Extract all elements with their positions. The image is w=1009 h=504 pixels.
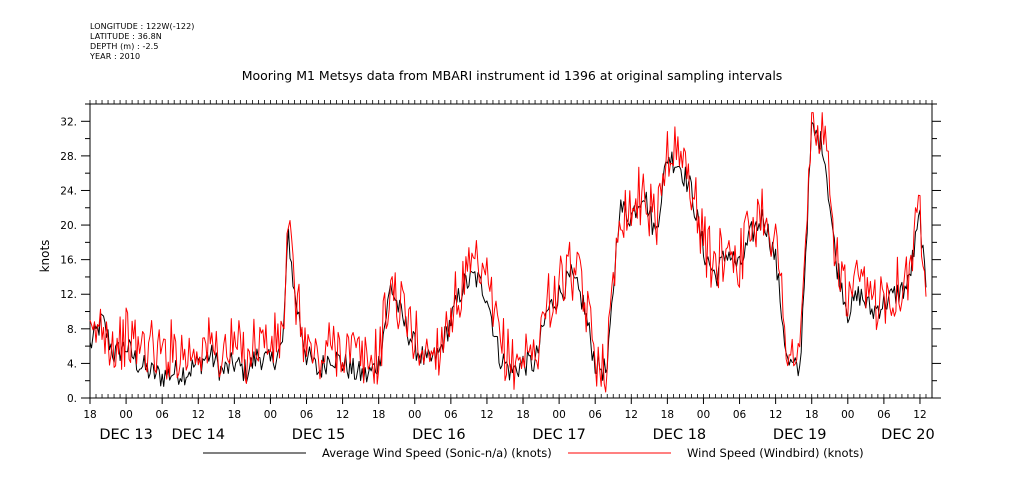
x-hour-tick-label: 12 [192, 409, 205, 421]
longitude-label: LONGITUDE : 122W(-122) [90, 22, 195, 31]
x-hour-tick-label: 18 [516, 409, 529, 421]
x-hour-tick-label: 06 [877, 409, 891, 421]
y-tick-label: 28. [60, 151, 77, 163]
latitude-label: LATITUDE : 36.8N [90, 32, 162, 41]
x-hour-tick-label: 18 [83, 409, 96, 421]
x-hour-tick-label: 00 [697, 409, 710, 421]
x-day-label: DEC 17 [532, 427, 586, 443]
x-hour-tick-label: 06 [589, 409, 603, 421]
y-axis-label: knots [38, 240, 52, 273]
x-hour-tick-label: 06 [444, 409, 458, 421]
series-line-sonic [89, 121, 927, 387]
x-hour-tick-label: 12 [480, 409, 493, 421]
depth-label: DEPTH (m) : -2.5 [90, 42, 159, 51]
x-day-label: DEC 13 [99, 427, 153, 443]
x-hour-tick-label: 00 [119, 409, 132, 421]
x-day-label: DEC 20 [881, 427, 935, 443]
mooring-metadata: LONGITUDE : 122W(-122) LATITUDE : 36.8N … [90, 22, 195, 62]
y-tick-label: 24. [60, 185, 77, 197]
year-label: YEAR : 2010 [90, 52, 141, 61]
x-day-label: DEC 18 [653, 427, 707, 443]
y-tick-label: 20. [60, 220, 77, 232]
chart-title: Mooring M1 Metsys data from MBARI instru… [242, 68, 783, 83]
legend-label-windbird: Wind Speed (Windbird) (knots) [687, 446, 864, 460]
y-tick-label: 12. [60, 289, 77, 301]
x-hour-tick-label: 06 [733, 409, 747, 421]
x-day-label: DEC 15 [292, 427, 346, 443]
x-hour-tick-label: 06 [155, 409, 169, 421]
x-hour-tick-label: 18 [228, 409, 241, 421]
x-hour-tick-label: 00 [552, 409, 565, 421]
plot-area [89, 112, 927, 393]
x-day-label: DEC 14 [171, 427, 225, 443]
y-tick-label: 0. [67, 393, 77, 405]
x-hour-tick-label: 00 [841, 409, 854, 421]
series-line-windbird [89, 112, 927, 393]
axis-ticks: 18 00 06 12 18 00 06 12 18 00 06 12 18 00 06 12 18 00 06 12… [60, 100, 941, 443]
x-hour-tick-label: 06 [300, 409, 314, 421]
y-tick-label: 4. [67, 358, 77, 370]
x-day-label: DEC 16 [412, 427, 466, 443]
legend: Average Wind Speed (Sonic-n/a) (knots) Wi… [203, 446, 864, 460]
x-hour-tick-label: 12 [769, 409, 782, 421]
x-hour-tick-label: 18 [805, 409, 818, 421]
x-hour-tick-label: 12 [913, 409, 926, 421]
x-day-label: DEC 19 [773, 427, 827, 443]
x-hour-tick-label: 00 [408, 409, 421, 421]
legend-label-sonic: Average Wind Speed (Sonic-n/a) (knots) [322, 446, 552, 460]
x-hour-tick-label: 12 [625, 409, 638, 421]
x-hour-tick-label: 18 [372, 409, 385, 421]
x-hour-tick-label: 12 [336, 409, 349, 421]
x-hour-tick-label: 18 [661, 409, 674, 421]
x-hour-tick-label: 00 [264, 409, 277, 421]
y-tick-label: 16. [60, 255, 77, 267]
y-tick-label: 32. [60, 116, 77, 128]
y-tick-label: 8. [67, 324, 77, 336]
